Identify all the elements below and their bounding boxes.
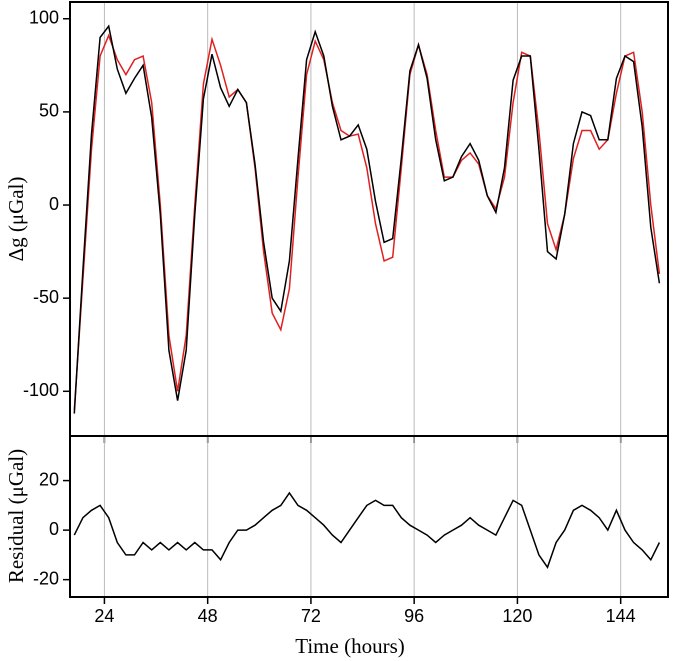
y-tick-label: -20 — [33, 568, 59, 588]
y-tick-label: -100 — [23, 380, 59, 400]
y-tick-label: 50 — [39, 101, 59, 121]
data-line — [73, 491, 661, 569]
data-line — [73, 24, 661, 414]
y-tick-label: 0 — [49, 194, 59, 214]
y-tick-label: -50 — [33, 287, 59, 307]
plot-frame — [69, 1, 669, 437]
y-tick-label: 0 — [49, 519, 59, 539]
y-tick-label: 20 — [39, 469, 59, 489]
plot-frame — [69, 435, 669, 598]
x-tick-label: 96 — [404, 606, 424, 626]
x-tick-label: 24 — [94, 606, 114, 626]
data-line — [73, 33, 661, 410]
x-tick-label: 72 — [301, 606, 321, 626]
y-axis-label: Δg (μGal) — [4, 177, 28, 262]
x-tick-label: 144 — [606, 606, 636, 626]
y-axis-label: Residual (μGal) — [4, 449, 28, 583]
x-tick-label: 120 — [502, 606, 532, 626]
x-tick-label: 48 — [198, 606, 218, 626]
y-tick-label: 100 — [29, 8, 59, 28]
x-axis-label: Time (hours) — [295, 634, 404, 658]
